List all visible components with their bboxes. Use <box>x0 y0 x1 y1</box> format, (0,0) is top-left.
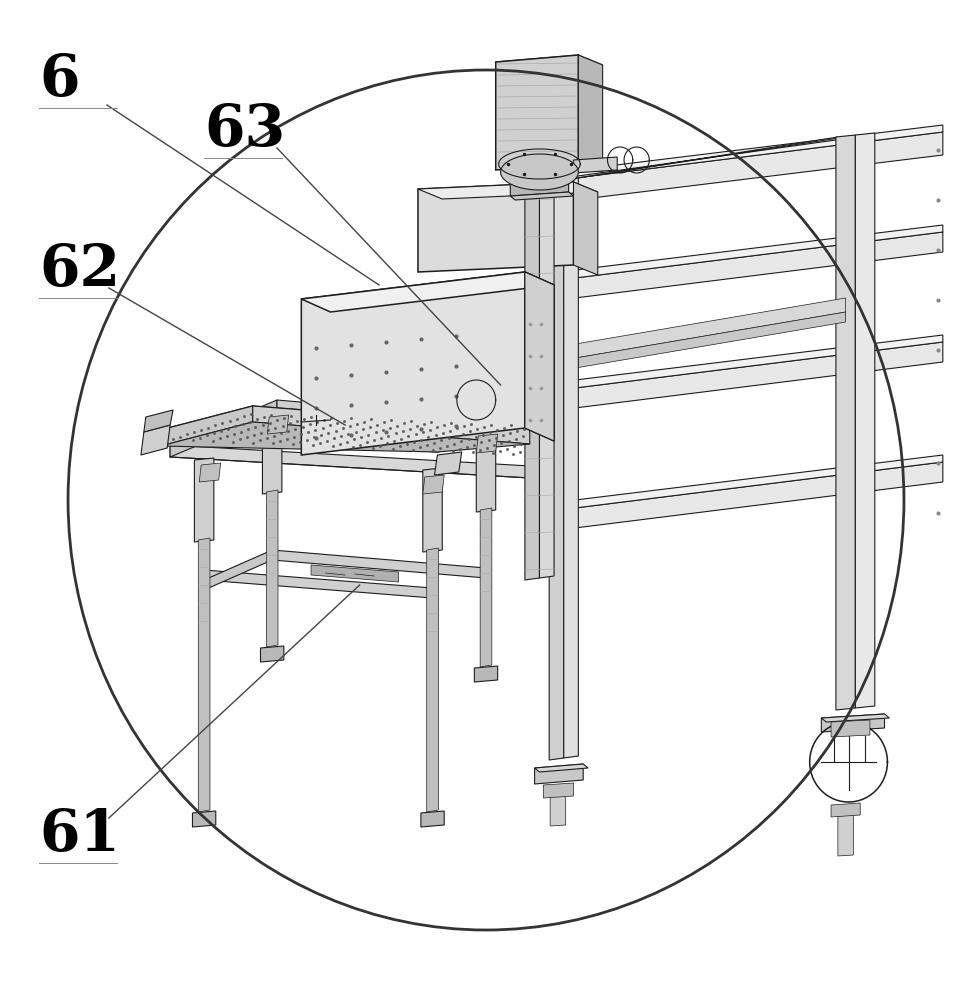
Polygon shape <box>855 133 875 708</box>
Polygon shape <box>559 342 943 410</box>
Polygon shape <box>474 666 498 682</box>
Polygon shape <box>578 55 603 173</box>
Polygon shape <box>204 570 433 598</box>
Polygon shape <box>198 538 210 812</box>
Polygon shape <box>549 180 564 760</box>
Polygon shape <box>510 192 573 200</box>
Polygon shape <box>434 452 462 475</box>
Polygon shape <box>266 490 278 647</box>
Polygon shape <box>421 811 444 827</box>
Polygon shape <box>262 410 282 494</box>
Polygon shape <box>260 646 284 662</box>
Polygon shape <box>836 135 855 710</box>
Polygon shape <box>505 118 583 126</box>
Polygon shape <box>267 415 289 434</box>
Polygon shape <box>573 182 598 275</box>
Polygon shape <box>559 125 943 180</box>
Text: 61: 61 <box>39 807 120 863</box>
Polygon shape <box>423 475 444 494</box>
Polygon shape <box>525 272 554 441</box>
Polygon shape <box>160 406 253 446</box>
Polygon shape <box>301 272 554 312</box>
Polygon shape <box>543 783 573 798</box>
Polygon shape <box>564 298 846 360</box>
Polygon shape <box>144 410 173 432</box>
Polygon shape <box>192 811 216 827</box>
Polygon shape <box>204 550 272 590</box>
Polygon shape <box>194 458 214 542</box>
Polygon shape <box>272 550 486 578</box>
Polygon shape <box>418 182 598 199</box>
Polygon shape <box>535 764 588 772</box>
Polygon shape <box>505 118 578 134</box>
Polygon shape <box>160 422 530 452</box>
Polygon shape <box>496 55 603 72</box>
Text: 62: 62 <box>39 242 120 298</box>
Polygon shape <box>496 55 578 170</box>
Polygon shape <box>559 335 943 390</box>
Polygon shape <box>549 137 838 180</box>
Polygon shape <box>559 455 943 510</box>
Polygon shape <box>418 182 573 272</box>
Polygon shape <box>831 720 870 737</box>
Polygon shape <box>480 508 492 667</box>
Polygon shape <box>423 468 442 552</box>
Polygon shape <box>831 803 860 817</box>
Polygon shape <box>301 272 525 455</box>
Text: 6: 6 <box>39 52 80 108</box>
Polygon shape <box>476 434 498 453</box>
Polygon shape <box>525 120 539 580</box>
Polygon shape <box>559 462 943 530</box>
Polygon shape <box>821 714 889 722</box>
Polygon shape <box>559 225 943 280</box>
Polygon shape <box>535 764 583 784</box>
Polygon shape <box>160 406 530 452</box>
Polygon shape <box>501 154 578 190</box>
Polygon shape <box>199 463 221 482</box>
Polygon shape <box>510 178 569 196</box>
Polygon shape <box>821 714 885 732</box>
Polygon shape <box>170 400 277 457</box>
Polygon shape <box>559 132 943 202</box>
Polygon shape <box>170 445 530 478</box>
Polygon shape <box>564 312 846 370</box>
Polygon shape <box>550 789 566 826</box>
Polygon shape <box>525 272 554 441</box>
Polygon shape <box>573 157 617 173</box>
Polygon shape <box>539 118 554 578</box>
Polygon shape <box>559 232 943 300</box>
Polygon shape <box>253 406 530 444</box>
Polygon shape <box>476 428 496 512</box>
Polygon shape <box>277 400 530 434</box>
Text: 63: 63 <box>204 102 286 158</box>
Polygon shape <box>141 425 170 455</box>
Polygon shape <box>311 565 399 582</box>
Polygon shape <box>564 178 578 758</box>
Polygon shape <box>427 548 438 812</box>
Polygon shape <box>838 809 853 856</box>
